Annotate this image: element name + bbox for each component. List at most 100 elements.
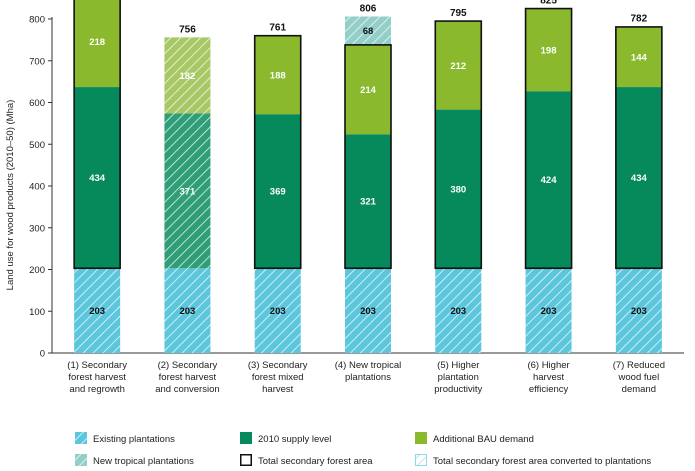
bar-existing-hatch [525,268,572,353]
category-label-line: (7) Reduced [613,360,665,371]
legend: Existing plantations 2010 supply level Add… [75,432,651,467]
category-label-line: productivity [434,384,482,395]
category-label-line: forest harvest [159,372,217,383]
category-label: (1) Secondary forest harvest and regrowth [67,360,127,395]
secondary-forest-outline [344,44,392,270]
secondary-forest-outline [615,26,663,270]
bar-supply2010-converted-hatch [164,113,211,269]
category-label: (3) Secondary forest mixed harvest [248,360,308,395]
legend-label: Total secondary forest area converted to… [433,456,651,467]
category-label-line: (5) Higher [437,360,479,371]
legend-swatch-hatch [75,454,87,466]
segment-label-existing: 203 [360,306,376,317]
category-label-line: harvest [262,384,294,395]
bar-existing-hatch [164,268,211,353]
secondary-forest-outline [434,20,483,270]
legend-swatch-hatch [75,432,87,444]
segment-label-supply2010: 424 [541,175,558,186]
category-label: (6) Higher harvest efficiency [527,360,569,395]
category-label-line: demand [622,384,656,395]
bar-supply2010 [345,134,391,269]
legend-swatch-supply2010 [240,432,252,444]
category-label-line: plantations [345,372,391,383]
category-label-line: plantation [438,372,479,383]
segment-label-existing: 203 [450,306,466,317]
category-label-line: wood fuel [618,372,660,383]
total-label: 782 [631,14,648,25]
total-label: 825 [540,0,557,7]
y-tick-label: 800 [29,15,45,26]
segment-label-existing: 203 [89,306,105,317]
segment-label-bau: 198 [541,45,557,56]
legend-label: Total secondary forest area [258,456,373,467]
segment-label-existing: 203 [541,306,557,317]
bars: 2034342188552033711827562033691887612033… [73,0,663,353]
category-label-line: and regrowth [69,384,124,395]
segment-label-bau: 212 [450,61,466,72]
total-label: 756 [179,24,196,35]
x-axis-categories: (1) Secondary forest harvest and regrowth(… [67,360,665,395]
y-axis-title: Land use for wood products (2010–50) (Mh… [5,100,16,291]
category-label-line: forest mixed [252,372,304,383]
y-tick-label: 0 [40,349,45,360]
category-label-line: forest harvest [68,372,126,383]
bar-existing-hatch [345,268,391,353]
legend-swatch-hatch-outline [415,454,427,466]
segment-label-bau: 182 [179,71,195,82]
secondary-forest-outline [253,34,302,270]
y-tick-label: 300 [29,223,45,234]
category-label-line: efficiency [529,384,569,395]
bar-bau [74,0,121,88]
bar-bau [254,35,301,115]
y-tick-label: 500 [29,140,45,151]
legend-swatch-outline [240,454,252,466]
category-label: (5) Higher plantation productivity [434,360,482,395]
category-label-line: (3) Secondary [248,360,308,371]
bar-bau [525,8,572,92]
segment-label-supply2010: 434 [631,173,648,184]
y-tick-label: 700 [29,56,45,67]
bar-bau-converted-hatch [164,37,211,114]
total-label: 806 [360,3,377,14]
segment-label-bau: 218 [89,37,105,48]
segment-label-bau: 188 [270,70,286,81]
y-tick-label: 400 [29,182,45,193]
bar-supply2010 [74,87,121,269]
legend-label: Existing plantations [93,434,175,445]
bar-supply2010 [254,114,301,269]
category-label: (4) New tropical plantations [335,360,402,383]
secondary-forest-outline [524,7,573,270]
y-tick-label: 100 [29,307,45,318]
segment-label-existing: 203 [179,306,195,317]
segment-label-supply2010: 371 [179,186,196,197]
category-label-line: (4) New tropical [335,360,402,371]
y-tick-label: 200 [29,265,45,276]
segment-label-bau: 214 [360,85,377,96]
total-label: 795 [450,8,467,19]
segment-label-bau: 144 [631,52,648,63]
bar-supply2010 [525,91,572,269]
segment-label-supply2010: 369 [270,187,286,198]
segment-label-supply2010: 321 [360,197,377,208]
bar-bau [345,44,391,135]
total-label: 761 [269,22,286,33]
y-tick-label: 600 [29,98,45,109]
category-label-line: (6) Higher [527,360,569,371]
category-label-line: (2) Secondary [158,360,218,371]
bar-supply2010 [435,109,482,269]
bar-bau [435,21,482,110]
category-label: (7) Reduced wood fuel demand [613,360,665,395]
segment-label-newtrop: 68 [363,26,374,37]
category-label-line: and conversion [155,384,219,395]
bar-bau [615,26,662,88]
category-label: (2) Secondary forest harvest and conversio… [155,360,219,395]
secondary-forest-outline [73,0,121,270]
category-label-line: (1) Secondary [67,360,127,371]
bar-existing-hatch [74,268,121,353]
segment-label-supply2010: 380 [450,184,466,195]
segment-label-existing: 203 [270,306,286,317]
legend-label: 2010 supply level [258,434,331,445]
segment-label-existing: 203 [631,306,647,317]
bar-supply2010 [615,87,662,269]
